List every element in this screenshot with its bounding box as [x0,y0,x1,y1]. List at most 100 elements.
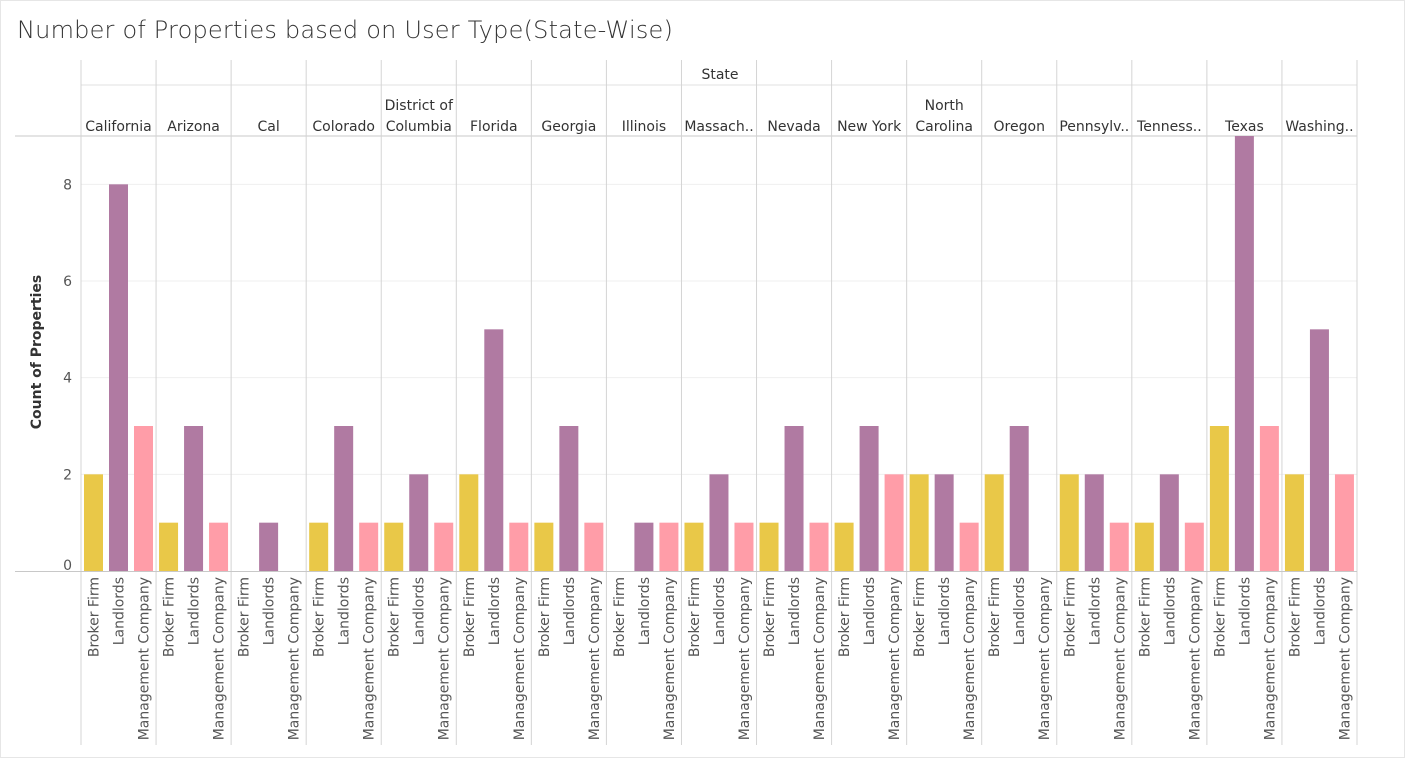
state-label: Oregon [994,119,1045,135]
x-tick-label: Landlords [937,577,953,645]
bar [559,426,579,571]
x-tick-label: Landlords [712,577,728,645]
state-label: Florida [470,119,518,135]
x-tick-label: Broker Firm [162,577,178,657]
state-label: New York [837,119,902,135]
x-tick-label: Landlords [112,577,128,645]
bar [784,426,804,571]
x-tick-label: Landlords [487,577,503,645]
x-tick-label: Landlords [337,577,353,645]
bar [1134,522,1154,571]
x-tick-label: Broker Firm [1212,577,1228,657]
x-tick-label: Broker Firm [912,577,928,657]
y-tick-label: 2 [63,467,72,483]
bar [159,522,179,571]
state-label: Nevada [767,119,820,135]
x-tick-label: Landlords [1012,577,1028,645]
state-label: California [85,119,151,135]
state-label: Texas [1224,119,1264,135]
bar [359,522,379,571]
bar [84,474,103,571]
x-tick-label: Landlords [1087,577,1103,645]
bar [409,474,429,571]
bar [384,522,404,571]
bar [134,426,153,571]
x-tick-label: Broker Firm [312,577,328,657]
y-tick-label: 8 [63,177,72,193]
bar [1059,474,1079,571]
bar [209,522,229,571]
bar [684,522,704,571]
bar [709,474,729,571]
x-tick-label: Management Company [1037,577,1053,740]
bar [1309,329,1329,571]
x-tick-label: Landlords [412,577,428,645]
state-label: District of [385,98,454,114]
bar [1084,474,1104,571]
column-header-label: State [701,67,738,83]
x-tick-label: Broker Firm [1062,577,1078,657]
x-tick-label: Broker Firm [1287,577,1303,657]
x-tick-label: Landlords [187,577,203,645]
bar [1284,474,1304,571]
state-label: Illinois [622,119,666,135]
x-tick-label: Broker Firm [687,577,703,657]
x-tick-label: Broker Firm [462,577,478,657]
state-label: Massach.. [684,119,753,135]
x-tick-label: Management Company [287,577,303,740]
x-tick-label: Landlords [637,577,653,645]
x-tick-label: Broker Firm [987,577,1003,657]
y-tick-label: 6 [63,274,72,290]
x-tick-label: Landlords [1162,577,1178,645]
bar [834,522,854,571]
bar [184,426,204,571]
x-tick-label: Broker Firm [237,577,253,657]
x-tick-label: Landlords [862,577,878,645]
x-tick-label: Management Company [587,577,603,740]
bar [809,522,829,571]
x-tick-label: Broker Firm [837,577,853,657]
y-axis-label: Count of Properties [29,275,45,430]
bar [1184,522,1204,571]
bar [509,522,529,571]
bar [309,522,329,571]
bar [534,522,554,571]
state-label: Carolina [915,119,973,135]
state-label: Columbia [386,119,452,135]
bar [734,522,754,571]
bar [884,474,904,571]
state-label: Georgia [541,119,596,135]
x-tick-label: Broker Firm [537,577,553,657]
x-tick-label: Broker Firm [1137,577,1153,657]
bar [1009,426,1029,571]
y-tick-label: 4 [63,371,72,387]
x-tick-label: Landlords [562,577,578,645]
bar [634,522,654,571]
bar [984,474,1004,571]
x-tick-label: Management Company [437,577,453,740]
bar [659,522,679,571]
x-tick-label: Management Company [1262,577,1278,740]
state-label: Washing.. [1285,119,1353,135]
bar [259,522,279,571]
bar [484,329,504,571]
bar [934,474,954,571]
x-tick-label: Broker Firm [387,577,403,657]
x-tick-label: Broker Firm [612,577,628,657]
x-tick-label: Management Company [962,577,978,740]
x-tick-label: Management Company [812,577,828,740]
x-tick-label: Management Company [737,577,753,740]
bar [109,184,128,572]
y-tick-label: 0 [63,558,72,574]
x-tick-label: Management Company [137,577,153,740]
x-tick-label: Management Company [362,577,378,740]
chart-title: Number of Properties based on User Type(… [17,16,674,44]
bar [459,474,479,571]
x-tick-label: Landlords [1312,577,1328,645]
x-tick-label: Management Company [512,577,528,740]
x-tick-label: Management Company [212,577,228,740]
x-tick-label: Management Company [1112,577,1128,740]
bar [434,522,454,571]
bar [1209,426,1229,571]
